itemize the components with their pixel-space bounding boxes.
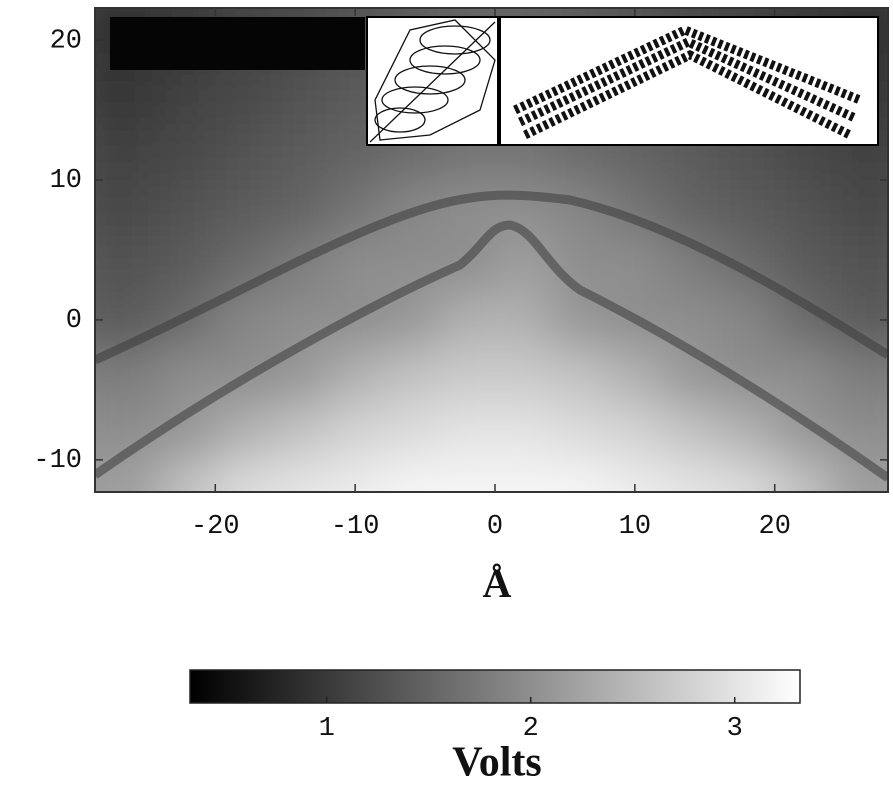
- tube-outline: [95, 190, 888, 482]
- colorbar-tick-label: 3: [727, 714, 743, 744]
- colorbar-label: Volts: [452, 740, 541, 786]
- colorbar-tick-label: 1: [319, 714, 335, 744]
- heatmap-cell: [327, 347, 384, 405]
- heatmap-cell: [774, 459, 832, 492]
- heatmap-cell: [830, 347, 888, 405]
- heatmap-cell: [830, 180, 888, 237]
- heatmap-cell: [159, 180, 216, 237]
- heatmap-cell: [271, 403, 328, 461]
- heatmap-cell: [271, 180, 328, 237]
- heatmap-cell: [215, 459, 272, 492]
- heatmap-cell: [494, 347, 552, 405]
- colorbar: [189, 669, 801, 704]
- heatmap-cell: [550, 236, 608, 293]
- heatmap-cell: [662, 459, 720, 492]
- heatmap-cell: [271, 68, 328, 125]
- heatmap-cell: [95, 236, 160, 293]
- heatmap-cell: [494, 459, 552, 492]
- colorbar-tick-label: 2: [523, 714, 539, 744]
- heatmap-cell: [159, 459, 216, 492]
- heatmap-cell: [271, 124, 328, 181]
- heatmap-cell: [494, 291, 552, 349]
- heatmap-cell: [718, 403, 776, 461]
- heatmap-cell: [159, 236, 216, 293]
- heatmap-cell: [439, 459, 496, 492]
- heatmap-cell: [159, 347, 216, 405]
- heatmap-cell: [95, 180, 160, 237]
- inset: [366, 16, 879, 146]
- heatmap-cell: [606, 347, 664, 405]
- heatmap-cell: [439, 291, 496, 349]
- x-tick-label: 0: [487, 512, 503, 542]
- y-tick-label: -10: [33, 446, 82, 476]
- heatmap-cell: [718, 291, 776, 349]
- heatmap-cell: [774, 236, 832, 293]
- y-tick-label: 20: [50, 26, 82, 56]
- x-tick-label: -20: [191, 512, 240, 542]
- heatmap-cell: [774, 180, 832, 237]
- heatmap-cell: [494, 403, 552, 461]
- heatmap-cell: [774, 347, 832, 405]
- x-axis-label: Å: [483, 561, 512, 606]
- heatmap-cell: [383, 347, 440, 405]
- heatmap-cell: [383, 459, 440, 492]
- heatmap-cell: [383, 403, 440, 461]
- inset-mask: [110, 17, 365, 70]
- heatmap-cell: [439, 347, 496, 405]
- heatmap-cell: [662, 403, 720, 461]
- heatmap-cell: [159, 68, 216, 125]
- heatmap-cell: [439, 180, 496, 237]
- heatmap-cell: [718, 180, 776, 237]
- x-tick-label: 20: [759, 512, 791, 542]
- heatmap-cell: [95, 124, 160, 181]
- heatmap-cell: [327, 403, 384, 461]
- heatmap-cell: [718, 459, 776, 492]
- heatmap-cell: [215, 180, 272, 237]
- heatmap-cell: [830, 236, 888, 293]
- heatmap-cell: [159, 124, 216, 181]
- heatmap-cell: [494, 236, 552, 293]
- heatmap-cell: [550, 403, 608, 461]
- heatmap-cell: [662, 347, 720, 405]
- heatmap-cell: [439, 403, 496, 461]
- heatmap-cell: [271, 459, 328, 492]
- x-tick-label: 10: [619, 512, 651, 542]
- heatmap-cell: [662, 180, 720, 237]
- heatmap-cell: [215, 124, 272, 181]
- heatmap-cell: [95, 68, 160, 125]
- heatmap-cell: [830, 403, 888, 461]
- plot-frame: [94, 7, 889, 493]
- heatmap-cell: [215, 68, 272, 125]
- heatmap-cell: [550, 347, 608, 405]
- y-tick-label: 0: [66, 306, 82, 336]
- heatmap-cell: [606, 236, 664, 293]
- heatmap-cell: [606, 403, 664, 461]
- heatmap-cell: [215, 403, 272, 461]
- x-tick-label: -10: [331, 512, 380, 542]
- y-tick-label: 10: [50, 166, 82, 196]
- heatmap-cell: [550, 459, 608, 492]
